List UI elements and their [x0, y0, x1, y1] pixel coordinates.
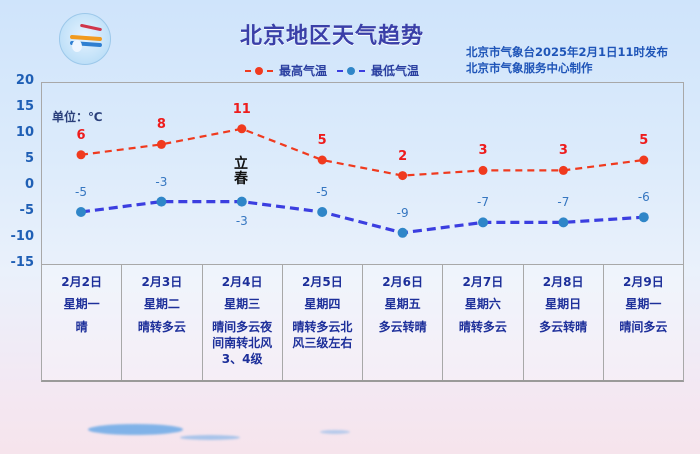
- low-temp-point: [558, 217, 569, 228]
- forecast-condition: 多云转晴: [378, 320, 427, 334]
- low-temp-value: -5: [75, 185, 87, 199]
- high-temp-value: 5: [317, 133, 327, 148]
- forecast-date: 2月9日: [623, 275, 664, 289]
- low-temp-value: -7: [477, 195, 489, 210]
- forecast-day-column: 2月9日星期一晴间多云: [604, 265, 683, 380]
- high-temp-line: [80, 127, 644, 177]
- y-tick-label: -10: [10, 229, 35, 244]
- high-temp-point: [639, 155, 649, 165]
- high-temp-legend-label: 最高气温: [279, 64, 328, 78]
- high-temp-point: [478, 165, 488, 175]
- forecast-weekday: 星期二: [143, 297, 180, 311]
- forecast-condition: 晴间多云夜间南转北风3、4级: [212, 320, 273, 366]
- forecast-weekday: 星期一: [625, 297, 662, 311]
- forecast-day-column: 2月3日星期二晴转多云: [122, 265, 203, 380]
- forecast-condition: 多云转晴: [539, 320, 588, 334]
- y-tick-label: -15: [10, 255, 35, 270]
- unit-label: 单位：℃: [52, 110, 103, 124]
- low-temp-point: [478, 217, 488, 228]
- high-temp-value: 3: [558, 143, 568, 159]
- forecast-weekday: 星期五: [384, 297, 421, 311]
- solar-term-annotation: 立春: [227, 157, 255, 187]
- high-temp-point: [237, 124, 247, 134]
- forecast-date: 2月2日: [61, 275, 102, 289]
- solar-term-char: 春: [234, 171, 248, 187]
- y-tick-label: 0: [24, 177, 34, 192]
- forecast-date: 2月6日: [382, 275, 423, 289]
- low-temp-value: -3: [155, 174, 168, 189]
- high-temp-legend-swatch: [245, 66, 273, 76]
- high-temp-value: 3: [478, 143, 488, 159]
- low-temp-point: [317, 207, 328, 217]
- forecast-date: 2月8日: [542, 275, 584, 289]
- decorative-cloud: [320, 430, 350, 434]
- high-temp-value: 6: [76, 127, 86, 143]
- solar-term-char: 立: [234, 156, 248, 172]
- high-temp-value: 8: [156, 117, 166, 133]
- forecast-date: 2月4日: [221, 275, 263, 289]
- low-temp-point: [638, 212, 649, 223]
- forecast-weekday: 星期一: [63, 297, 100, 311]
- low-temp-value: -6: [637, 190, 650, 205]
- low-temp-legend-swatch: [337, 66, 366, 76]
- high-temp-point: [76, 150, 86, 160]
- producer: 北京市气象服务中心制作: [466, 61, 593, 75]
- y-tick-label: 10: [15, 125, 34, 140]
- forecast-condition: 晴: [75, 320, 88, 334]
- high-temp-value: 11: [232, 101, 251, 117]
- forecast-condition: 晴转多云: [137, 320, 186, 334]
- forecast-day-column: 2月6日星期五多云转晴: [363, 265, 444, 380]
- y-tick-label: 5: [24, 151, 34, 166]
- forecast-day-column: 2月7日星期六晴转多云: [443, 265, 524, 380]
- forecast-weekday: 星期三: [224, 297, 261, 311]
- publish-time: 北京市气象台2025年2月1日11时发布: [466, 45, 669, 59]
- high-temp-point: [156, 139, 166, 149]
- forecast-weekday: 星期六: [464, 297, 501, 311]
- forecast-date: 2月7日: [462, 275, 504, 289]
- chart-frame: [41, 82, 684, 264]
- y-tick-label: 20: [15, 73, 34, 88]
- forecast-condition: 晴转多云北风三级左右: [292, 320, 353, 350]
- forecast-date: 2月3日: [141, 275, 183, 289]
- forecast-table: 2月2日 星期一晴 2月3日 星期二 晴转多云 2月4日 星期三 晴间多云夜间南转北风3、4级…: [41, 264, 684, 382]
- low-temp-point: [156, 196, 167, 207]
- high-temp-value: 2: [398, 148, 408, 164]
- high-temp-point: [558, 165, 568, 175]
- high-temp-point: [398, 171, 408, 181]
- forecast-day-column: 2月8日星期日多云转晴: [524, 265, 604, 380]
- low-temp-point: [76, 207, 86, 217]
- forecast-day-column: 2月5日星期四晴转多云北风三级左右: [283, 265, 363, 380]
- page-title: 北京地区天气趋势: [240, 24, 425, 49]
- high-temp-point: [317, 155, 327, 165]
- low-temp-line: [80, 200, 644, 235]
- decorative-cloud: [180, 435, 240, 440]
- y-tick-label: 15: [15, 99, 34, 114]
- forecast-condition: 晴间多云: [619, 320, 668, 334]
- low-temp-point: [397, 227, 408, 238]
- low-temp-point: [236, 196, 247, 207]
- decorative-cloud: [88, 424, 183, 435]
- forecast-day-column: 2月4日星期三晴间多云夜间南转北风3、4级: [203, 265, 283, 380]
- meteorological-service-logo: [59, 13, 111, 65]
- forecast-condition: 晴转多云: [458, 320, 507, 334]
- low-temp-legend-label: 最低气温: [371, 64, 420, 78]
- low-temp-value: -7: [557, 195, 570, 210]
- high-temp-value: 5: [639, 133, 649, 148]
- forecast-day-column: 2月2日星期一晴: [42, 265, 123, 380]
- low-temp-value: -9: [396, 205, 409, 220]
- forecast-weekday: 星期四: [304, 297, 341, 311]
- y-tick-label: -5: [19, 203, 34, 218]
- low-temp-value: -5: [316, 185, 329, 199]
- low-temp-value: -3: [235, 213, 248, 228]
- chart-legend: 最高气温 最低气温: [245, 62, 419, 79]
- publish-info: 北京市气象台2025年2月1日11时发布 北京市气象服务中心制作: [466, 44, 668, 76]
- forecast-date: 2月5日: [302, 275, 343, 289]
- forecast-weekday: 星期日: [545, 297, 582, 311]
